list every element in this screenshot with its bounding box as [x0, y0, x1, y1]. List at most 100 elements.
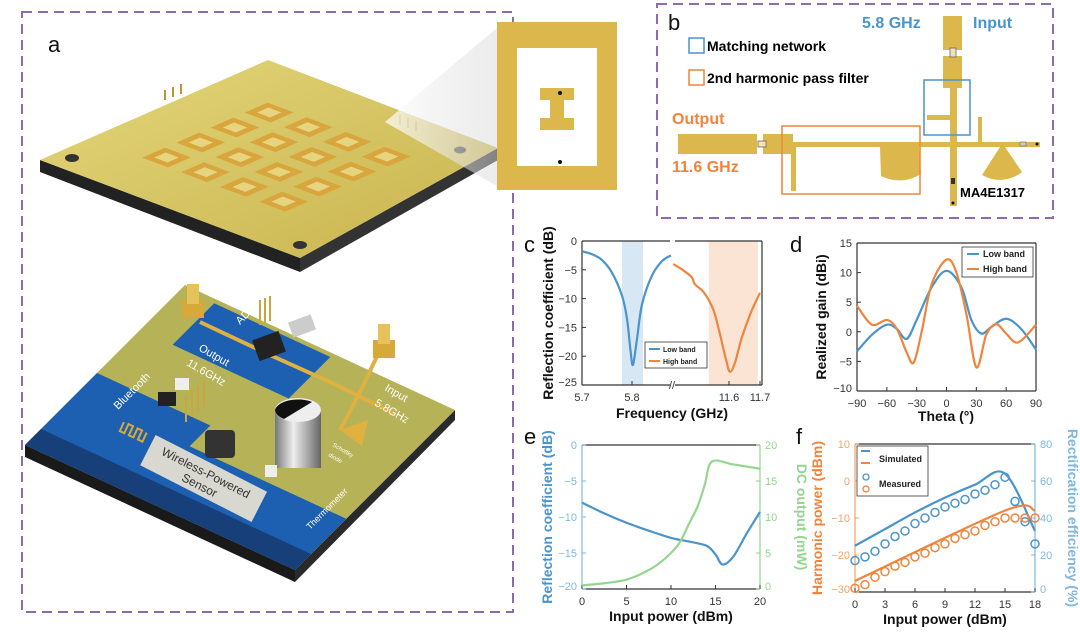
legend-swatch-filter — [688, 69, 705, 86]
data-point-measured — [920, 513, 930, 523]
y-tick-label: −10 — [831, 513, 850, 525]
data-point-measured — [900, 557, 910, 568]
y-tick-label: 10 — [838, 439, 850, 451]
bluetooth-header-pins — [185, 380, 205, 422]
chart-c: // 5.7 5.8 11.6 11.7 0 −5 −10 −15 −20 −25 — [558, 236, 770, 404]
axis-break — [670, 237, 675, 245]
chart-e-xlabel: Input power (dBm) — [609, 608, 733, 624]
usb-connector — [287, 314, 317, 338]
chart-f-ylabel: Harmonic power (dBm) — [809, 441, 825, 595]
matching-network-box — [923, 79, 971, 136]
x-tick-label: 15 — [999, 599, 1011, 611]
chart-e-ylabel-right: DC output (mW) — [794, 464, 810, 571]
mount-hole — [293, 241, 307, 249]
input-frequency: 5.8 GHz — [862, 15, 921, 32]
chart-f-xlabel: Input power (dBm) — [883, 611, 1007, 627]
y-tick-label: −20 — [558, 581, 577, 593]
series-line-low-band — [856, 269, 1037, 353]
y-tick-label-right: 60 — [1040, 476, 1052, 488]
antenna-patch-slot — [305, 181, 330, 192]
data-point-measured — [940, 502, 950, 512]
pcb-edge-right — [295, 410, 455, 582]
data-point-measured — [1000, 472, 1010, 483]
rectenna-array-board — [40, 60, 498, 272]
legend-swatch-matching — [688, 37, 705, 54]
antenna-patch-slot — [256, 107, 282, 118]
panel-label-a: a — [48, 32, 61, 57]
y-tick-label: −10 — [558, 512, 577, 524]
chart-f-legend: Simulated Measured — [856, 445, 929, 497]
charts: // 5.7 5.8 11.6 11.7 0 −5 −10 −15 −20 −25 −90 −60 −30… — [558, 236, 1052, 611]
data-point-measured — [850, 583, 860, 594]
data-point-measured — [1000, 513, 1010, 523]
data-point-measured — [890, 561, 900, 571]
legend-measured: Measured — [879, 479, 921, 489]
x-tick-label: 9 — [942, 599, 948, 611]
y-tick-label-right: 10 — [765, 512, 777, 524]
data-point-measured — [1010, 496, 1020, 507]
y-tick-label: −10 — [833, 383, 852, 395]
panel-label-d: d — [790, 232, 802, 257]
data-point-measured — [910, 518, 920, 529]
panel-label-b: b — [668, 10, 680, 35]
chart-e-ylabel: Reflection coefficient (dB) — [539, 430, 555, 603]
pcb-top — [25, 285, 455, 570]
antenna-patch-slot — [227, 152, 252, 163]
data-point-measured — [1010, 513, 1020, 523]
harmonic-filter-box — [781, 125, 921, 195]
data-point-measured — [910, 552, 920, 562]
x-tick-label: −30 — [907, 398, 926, 410]
y-tick-label: −20 — [558, 351, 577, 363]
x-tick-label: 0 — [943, 398, 949, 410]
x-tick-label: −60 — [877, 398, 896, 410]
x-tick-label: 30 — [970, 398, 982, 410]
legend-low-band: Low band — [983, 249, 1025, 259]
sma-connector-input — [373, 324, 395, 358]
diode-part-number: MA4E1317 — [960, 185, 1025, 200]
y-tick-label-right: 0 — [1040, 584, 1046, 596]
legend-simulated: Simulated — [879, 454, 922, 464]
x-tick-label: −90 — [848, 398, 867, 410]
x-tick-label: 0 — [579, 596, 585, 608]
chart-f-ylabel-right: Rectification efficiency (%) — [1065, 429, 1080, 607]
capacitor — [757, 140, 767, 148]
wireless-powered-sensor-pcb: Wireless-Powered Sensor Bluetooth ADC Ou… — [25, 284, 455, 582]
antenna-patch-slot — [261, 137, 287, 148]
series-line-series-0 — [581, 501, 761, 566]
antenna-patch-slot — [232, 181, 257, 192]
data-point-measured — [990, 516, 1000, 527]
panel-a-frame — [21, 11, 514, 613]
series-line-series-1 — [581, 459, 761, 587]
board-edge-front — [40, 160, 300, 272]
push-button — [175, 378, 189, 390]
x-tick-label: 3 — [882, 599, 888, 611]
data-point-measured — [1030, 539, 1040, 549]
x-tick-label: 12 — [969, 599, 981, 611]
antenna-patch-slot — [300, 151, 326, 162]
pcb-edge-front — [25, 445, 295, 582]
shaded-band — [622, 241, 643, 385]
thermometer-sensor — [265, 465, 277, 477]
y-tick-label: −25 — [558, 377, 577, 389]
chart-d-xlabel: Theta (°) — [918, 408, 974, 424]
antenna-patch-slot — [266, 166, 291, 177]
rectifier-layout — [678, 16, 1040, 206]
x-tick-label: 5 — [623, 596, 629, 608]
y-tick-label: −15 — [558, 548, 577, 560]
data-point-measured — [880, 566, 890, 577]
y-tick-label: 0 — [571, 236, 577, 248]
data-point-measured — [1020, 516, 1030, 527]
rectifier-traces — [199, 320, 396, 431]
via — [558, 160, 562, 164]
data-point-measured — [860, 552, 870, 562]
data-point-measured — [990, 479, 1000, 490]
output-label: Output — [672, 111, 725, 128]
board-top — [40, 60, 498, 258]
data-point-measured — [930, 507, 940, 518]
legend-harmonic-filter: 2nd harmonic pass filter — [707, 70, 869, 86]
legend-high-band: High band — [663, 359, 697, 366]
antenna-patch-slot — [373, 151, 399, 162]
buzzer — [205, 430, 235, 458]
y-tick-label: 0 — [844, 476, 850, 488]
y-tick-label-right: 80 — [1040, 439, 1052, 451]
